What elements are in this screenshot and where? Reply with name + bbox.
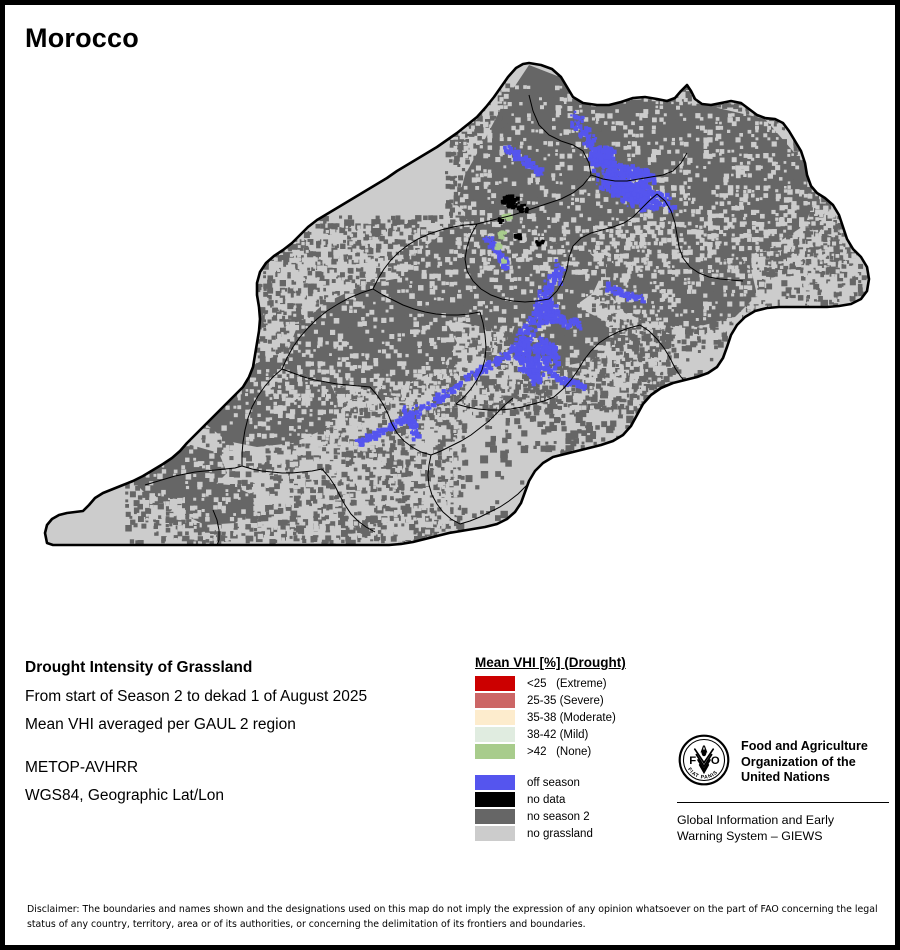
legend-gap: [475, 760, 685, 774]
info-projection: WGS84, Geographic Lat/Lon: [25, 787, 225, 804]
legend-class-row: 35-38 (Moderate): [475, 709, 685, 726]
legend-other-swatch: [475, 775, 515, 790]
legend-other-row: no season 2: [475, 808, 685, 825]
legend-other-swatch: [475, 826, 515, 841]
legend-class-label: 38-42 (Mild): [527, 728, 589, 741]
info-sensor: METOP-AVHRR: [25, 758, 139, 776]
info-spacer: [25, 746, 455, 760]
info-period: From start of Season 2 to dekad 1 of Aug…: [25, 687, 368, 705]
legend-other-list: off season no data no season 2 no grassland: [475, 774, 685, 842]
fao-divider: [677, 802, 889, 803]
fao-org-line-3: United Nations: [741, 770, 830, 785]
fao-org-line-1: Food and Agriculture: [741, 739, 868, 754]
legend-other-swatch: [475, 792, 515, 807]
legend: Mean VHI [%] (Drought) <25 (Extreme) 25-3…: [475, 655, 685, 842]
fao-emblem-svg: F A O FIAT PANIS: [678, 734, 730, 786]
legend-other-row: no grassland: [475, 825, 685, 842]
info-title: Drought Intensity of Grassland: [25, 659, 253, 676]
legend-other-row: no data: [475, 791, 685, 808]
fao-branding: F A O FIAT PANIS Food and Agriculture Or…: [677, 733, 889, 844]
info-aggregation: Mean VHI averaged per GAUL 2 region: [25, 716, 296, 733]
page-title: Morocco: [25, 23, 139, 53]
map-raster-layers: [125, 65, 869, 545]
disclaimer-text: Disclaimer: The boundaries and names sho…: [27, 904, 878, 930]
legend-class-row: 38-42 (Mild): [475, 726, 685, 743]
legend-other-label: off season: [527, 776, 580, 789]
map-info-block: Drought Intensity of Grassland From star…: [25, 660, 455, 817]
map-canvas[interactable]: [5, 55, 895, 655]
legend-class-row: >42 (None): [475, 743, 685, 760]
giews-line-2: Warning System – GIEWS: [677, 829, 823, 844]
legend-other-swatch: [475, 809, 515, 824]
fao-organization-name: Food and Agriculture Organization of the…: [741, 739, 868, 786]
layer-no-data: [497, 194, 545, 247]
morocco-map-svg[interactable]: [5, 55, 895, 655]
fao-org-line-2: Organization of the: [741, 754, 856, 769]
legend-class-label: 25-35 (Severe): [527, 694, 604, 707]
legend-class-swatch: [475, 693, 515, 708]
fao-giews-text: Global Information and Early Warning Sys…: [677, 812, 889, 844]
legend-class-swatch: [475, 744, 515, 759]
legend-class-label: <25 (Extreme): [527, 677, 607, 690]
legend-class-row: 25-35 (Severe): [475, 692, 685, 709]
legend-class-label: >42 (None): [527, 745, 592, 758]
legend-class-list: <25 (Extreme) 25-35 (Severe) 35-38 (Modera…: [475, 675, 685, 760]
legend-title: Mean VHI [%] (Drought): [475, 655, 626, 670]
giews-line-1: Global Information and Early: [677, 813, 835, 827]
legend-class-label: 35-38 (Moderate): [527, 711, 616, 724]
legend-class-swatch: [475, 727, 515, 742]
legend-class-row: <25 (Extreme): [475, 675, 685, 692]
legend-class-swatch: [475, 710, 515, 725]
legend-other-row: off season: [475, 774, 685, 791]
fao-logo-row: F A O FIAT PANIS Food and Agriculture Or…: [677, 733, 889, 792]
legend-other-label: no data: [527, 793, 566, 806]
fao-logo-icon: F A O FIAT PANIS: [677, 733, 731, 792]
admin-boundaries-gaul2: [144, 94, 744, 545]
legend-class-swatch: [475, 676, 515, 691]
legend-other-label: no grassland: [527, 827, 593, 840]
legend-other-label: no season 2: [527, 810, 590, 823]
